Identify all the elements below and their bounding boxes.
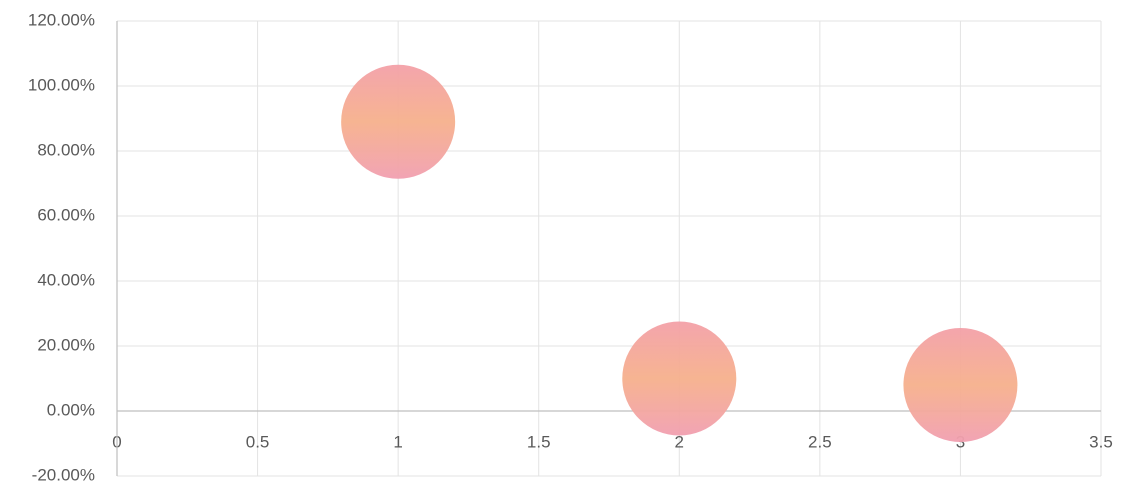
bubble [622,321,737,436]
x-tick-label: 2.5 [808,432,832,451]
x-tick-label: 1 [393,432,402,451]
y-tick-label: 120.00% [28,10,95,29]
y-tick-label: 80.00% [37,140,95,159]
y-tick-label: 100.00% [28,75,95,94]
bubble [341,64,456,179]
y-tick-label: 0.00% [47,400,95,419]
x-tick-label: 2 [675,432,684,451]
y-tick-label: 40.00% [37,270,95,289]
x-tick-label: 1.5 [527,432,551,451]
y-tick-label: 20.00% [37,335,95,354]
x-tick-label: 3.5 [1089,432,1113,451]
bubble [903,328,1018,442]
y-tick-label: -20.00% [32,465,95,484]
x-tick-label: 0.5 [246,432,270,451]
y-tick-label: 60.00% [37,205,95,224]
